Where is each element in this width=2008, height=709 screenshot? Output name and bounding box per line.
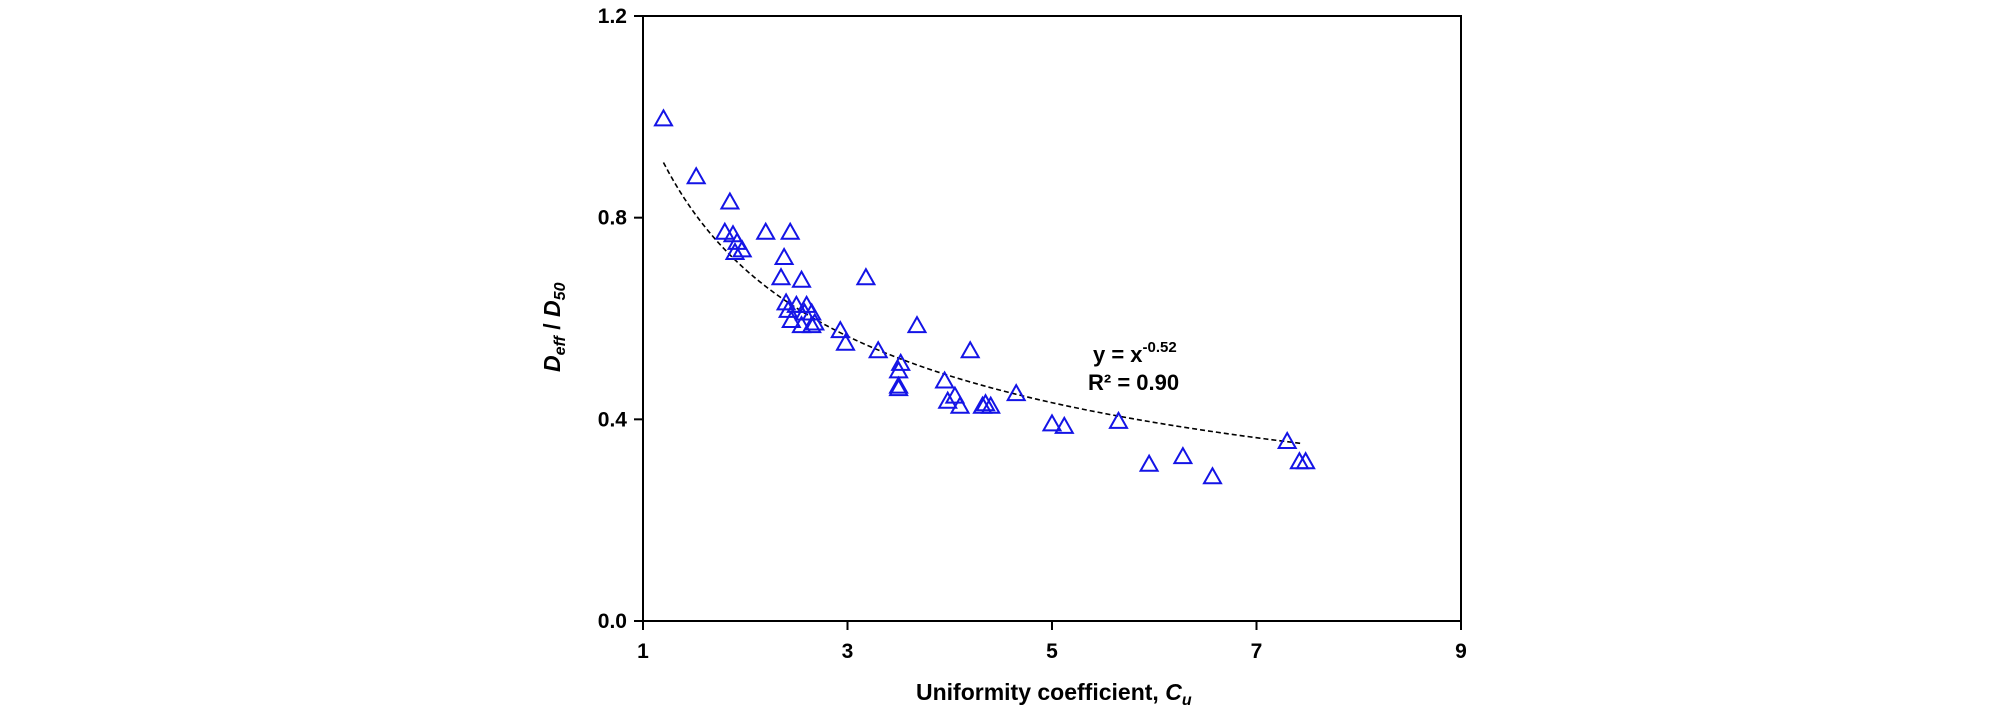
data-point-triangle: [830, 320, 851, 339]
y-axis-tick-labels: 0.0 0.4 0.8 1.2: [598, 5, 628, 633]
y-tick-label: 0.4: [598, 408, 628, 431]
data-point-triangle: [835, 332, 856, 351]
data-point-triangle: [934, 370, 955, 389]
x-tick-label: 1: [637, 640, 649, 663]
data-point-triangle: [906, 315, 928, 334]
data-point-triangle: [980, 395, 1001, 414]
data-point-triangle: [1295, 451, 1316, 470]
data-point-triangle: [1138, 453, 1160, 472]
data-point-triangle: [653, 108, 674, 127]
data-point-triangle: [949, 395, 971, 414]
data-point-triangle: [1202, 466, 1223, 485]
power-trendline: [662, 162, 1303, 445]
x-tick-label: 9: [1455, 640, 1467, 663]
data-point-triangle: [791, 269, 812, 288]
data-point-triangle: [975, 393, 996, 412]
data-point-triangle: [1005, 383, 1027, 402]
data-point-triangle: [755, 221, 776, 240]
x-axis-ticks: [642, 621, 1462, 630]
data-point-triangle: [773, 246, 795, 265]
data-point-triangle: [1172, 446, 1194, 465]
y-tick-label: 0.0: [598, 610, 627, 633]
data-point-triangle: [775, 292, 797, 311]
data-point-triangle: [937, 390, 958, 409]
data-point-triangle: [888, 378, 909, 397]
y-axis-ticks: [634, 15, 643, 622]
data-point-triangle: [959, 340, 981, 359]
data-point-triangle: [779, 221, 801, 240]
data-point-triangle: [685, 166, 707, 185]
data-point-triangle: [1276, 430, 1298, 449]
data-point-triangle: [724, 241, 746, 260]
data-point-triangle: [786, 294, 807, 313]
data-point-triangle: [1054, 415, 1075, 434]
data-point-triangle: [867, 340, 889, 359]
y-axis-title: Deff / D50: [539, 282, 569, 372]
data-point-triangle: [888, 375, 909, 394]
y-tick-label: 0.8: [598, 207, 628, 230]
plot-area: [642, 15, 1462, 622]
x-tick-label: 5: [1046, 640, 1058, 663]
data-points: [653, 108, 1316, 485]
data-point-triangle: [1041, 413, 1063, 432]
data-point-triangle: [855, 267, 877, 286]
data-point-triangle: [770, 267, 792, 286]
data-point-triangle: [1108, 410, 1129, 429]
x-axis-tick-labels: 1 3 5 7 9: [637, 640, 1467, 663]
y-tick-label: 1.2: [598, 5, 627, 28]
data-point-triangle: [944, 385, 966, 404]
trendline-equation: y = x-0.52: [1093, 339, 1177, 367]
x-tick-label: 3: [842, 640, 854, 663]
data-point-triangle: [791, 315, 812, 334]
data-point-triangle: [719, 191, 741, 210]
data-point-triangle: [890, 352, 911, 371]
data-point-triangle: [801, 315, 822, 334]
r-squared-label: R² = 0.90: [1088, 370, 1179, 395]
data-point-triangle: [731, 239, 753, 258]
data-point-triangle: [804, 312, 826, 331]
x-axis-title: Uniformity coefficient, Cu: [916, 679, 1192, 709]
x-tick-label: 7: [1251, 640, 1263, 663]
